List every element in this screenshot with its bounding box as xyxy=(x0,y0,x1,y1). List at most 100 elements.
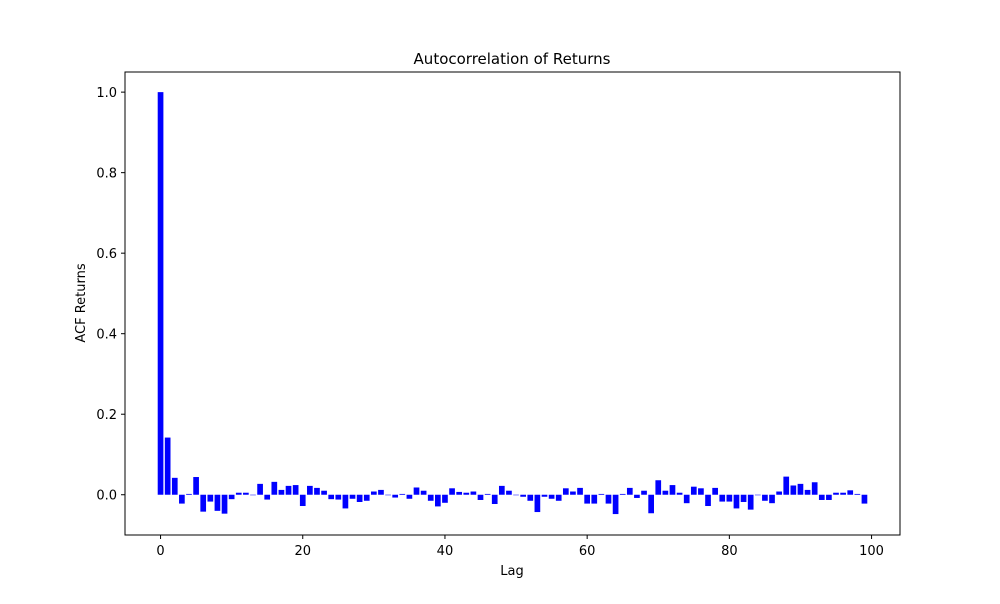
acf-bar xyxy=(733,494,740,509)
acf-bar xyxy=(570,491,576,495)
acf-bar xyxy=(769,494,775,504)
acf-bar xyxy=(484,493,491,495)
acf-bar xyxy=(214,494,221,511)
acf-bar xyxy=(591,494,598,504)
acf-bar xyxy=(747,494,754,510)
acf-bar xyxy=(157,92,164,495)
acf-bar xyxy=(683,494,690,504)
acf-bar xyxy=(257,483,263,495)
acf-bar xyxy=(442,494,448,503)
x-tick-label: 40 xyxy=(437,544,454,559)
y-tick-label: 1.0 xyxy=(96,86,117,101)
y-tick-label: 0.6 xyxy=(96,247,117,262)
acf-bar xyxy=(861,494,868,504)
acf-bar xyxy=(712,487,718,495)
acf-bar xyxy=(506,490,512,495)
acf-bar xyxy=(363,494,370,501)
acf-bar xyxy=(385,494,391,496)
acf-bar xyxy=(406,494,413,499)
y-tick-label: 0.4 xyxy=(96,328,117,343)
acf-bar xyxy=(171,477,178,495)
acf-bar xyxy=(669,485,676,495)
x-tick-label: 60 xyxy=(579,544,596,559)
acf-bar xyxy=(534,494,541,513)
acf-bar xyxy=(513,494,519,496)
acf-bar xyxy=(626,487,633,495)
acf-bar xyxy=(328,494,335,500)
axes-layer: 0 20 40 60 80 100 0.0 0.2 0.4 0.6 0.8 1.0 xyxy=(96,71,901,559)
x-tick-label: 100 xyxy=(859,544,884,559)
acf-bar xyxy=(349,494,356,499)
plot-frame xyxy=(124,71,901,536)
acf-bar xyxy=(321,490,327,495)
acf-bar xyxy=(634,494,640,498)
acf-bar xyxy=(548,494,555,499)
acf-bar xyxy=(584,494,590,504)
acf-bar xyxy=(818,494,825,500)
acf-bar xyxy=(854,493,861,495)
acf-bar xyxy=(847,490,854,495)
acf-bar xyxy=(378,489,384,495)
y-tick-label: 0.0 xyxy=(96,489,117,504)
acf-bar xyxy=(797,483,804,495)
acf-bar xyxy=(520,494,527,497)
acf-bar xyxy=(250,494,256,496)
acf-bar xyxy=(776,491,782,495)
acf-bar xyxy=(399,493,406,495)
acf-bar xyxy=(228,494,235,500)
acf-bar xyxy=(641,490,647,495)
chart-title: Autocorrelation of Returns xyxy=(414,50,611,68)
acf-bar xyxy=(648,494,654,514)
acf-bar xyxy=(285,485,292,495)
acf-bar xyxy=(804,489,811,495)
acf-bar xyxy=(186,493,192,495)
acf-bar xyxy=(278,489,285,495)
acf-bar xyxy=(207,494,214,502)
acf-bar xyxy=(676,492,683,495)
acf-bar xyxy=(477,494,484,500)
y-axis-label: ACF Returns xyxy=(74,263,89,342)
acf-bar xyxy=(427,494,434,501)
acf-bar xyxy=(826,494,832,500)
acf-bar xyxy=(790,485,797,495)
acf-bar xyxy=(307,485,313,495)
acf-bar xyxy=(335,494,342,500)
acf-bar xyxy=(235,492,242,495)
acf-bar xyxy=(356,494,363,502)
acf-bar xyxy=(811,482,818,495)
acf-bar xyxy=(420,490,427,495)
acf-bar xyxy=(179,494,185,504)
acf-bar xyxy=(726,494,733,502)
acf-bar xyxy=(292,485,299,495)
acf-bar xyxy=(342,494,349,509)
acf-bar xyxy=(456,491,463,495)
acf-bar xyxy=(413,487,420,495)
x-tick-label: 80 xyxy=(721,544,738,559)
x-tick-label: 20 xyxy=(294,544,311,559)
acf-bar xyxy=(193,477,199,495)
acf-bar xyxy=(271,481,278,495)
x-tick-label: 0 xyxy=(156,544,164,559)
acf-bar xyxy=(562,488,569,495)
acf-bar xyxy=(690,486,697,495)
acf-bar xyxy=(833,492,839,495)
acf-bar xyxy=(264,494,271,500)
acf-bar xyxy=(840,492,846,495)
acf-bar xyxy=(527,494,534,501)
acf-bar xyxy=(314,487,320,495)
acf-bar xyxy=(463,492,470,495)
acf-bar xyxy=(783,476,790,495)
acf-bar xyxy=(619,493,626,495)
acf-bar xyxy=(498,485,505,495)
acf-bar xyxy=(371,491,377,495)
acf-bar xyxy=(577,487,583,495)
bars-layer xyxy=(157,92,868,515)
acf-bar xyxy=(719,494,726,502)
acf-bar xyxy=(392,494,399,498)
acf-bar xyxy=(435,494,441,507)
acf-bar xyxy=(555,494,562,501)
acf-bar xyxy=(662,490,669,495)
acf-bar xyxy=(705,494,711,507)
acf-bar xyxy=(491,494,498,504)
